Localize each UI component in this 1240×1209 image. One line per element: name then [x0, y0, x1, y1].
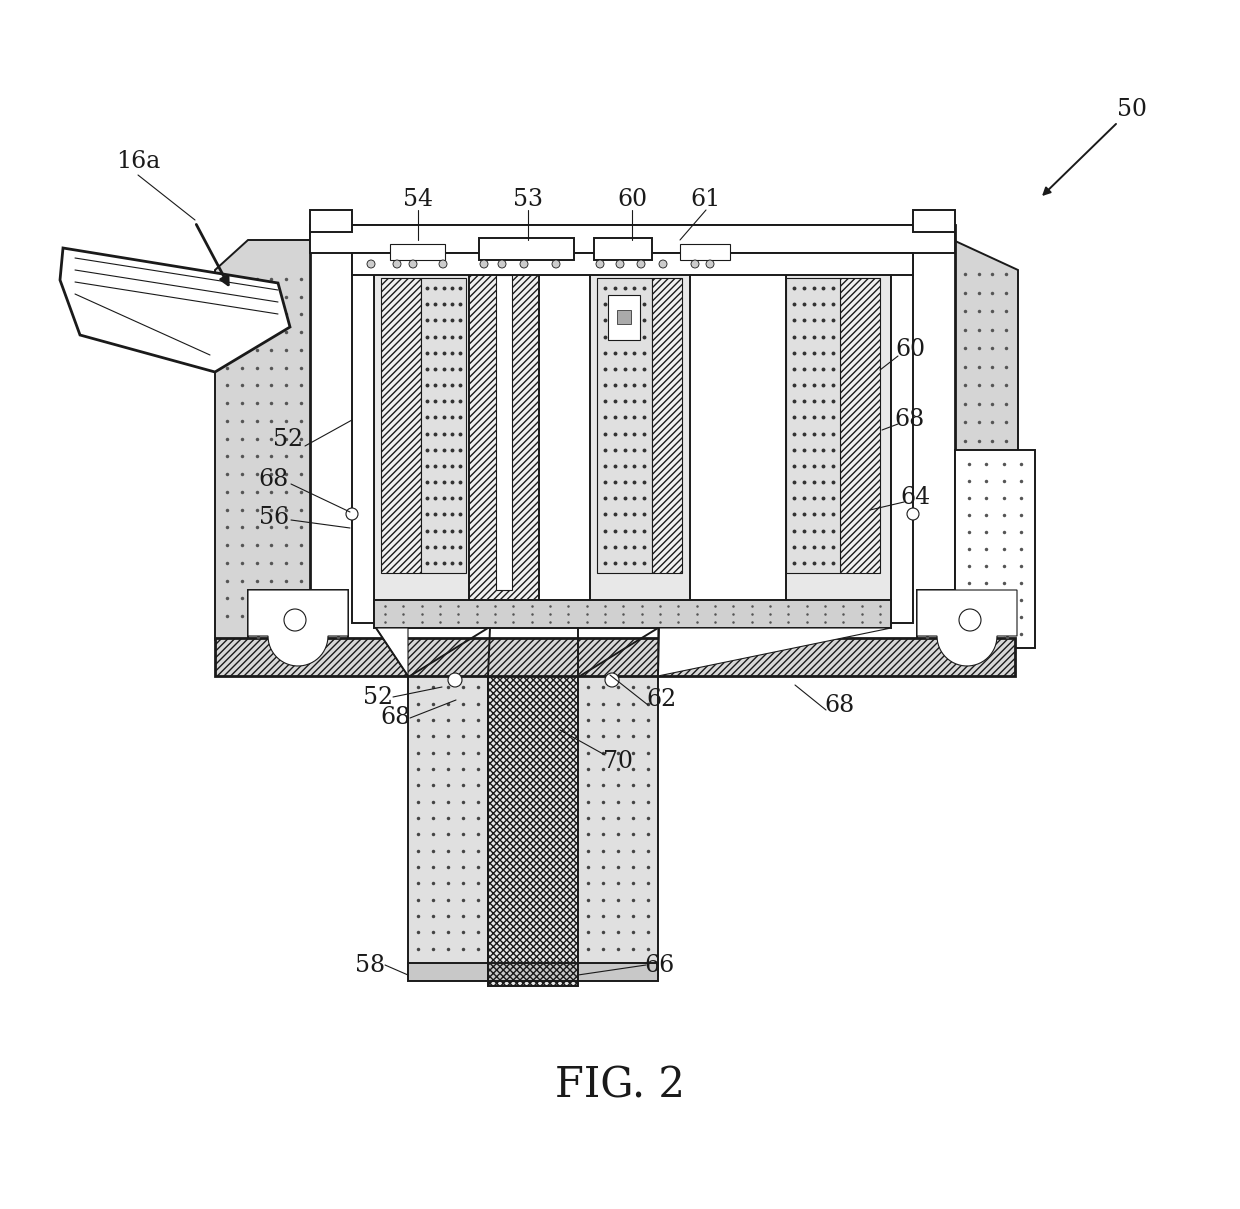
Bar — [618, 310, 631, 324]
Circle shape — [616, 260, 624, 268]
Bar — [352, 253, 913, 274]
Bar — [381, 278, 422, 573]
Polygon shape — [658, 627, 892, 676]
Bar — [374, 264, 479, 608]
Circle shape — [393, 260, 401, 268]
Bar — [892, 253, 913, 623]
Bar — [839, 278, 880, 573]
Circle shape — [552, 260, 560, 268]
Polygon shape — [60, 248, 290, 372]
Circle shape — [520, 260, 528, 268]
Text: 16a: 16a — [115, 150, 160, 174]
Bar — [680, 244, 730, 260]
Circle shape — [605, 673, 619, 687]
Text: 61: 61 — [691, 189, 722, 212]
Text: 54: 54 — [403, 189, 433, 212]
Bar — [578, 964, 658, 980]
Text: 58: 58 — [355, 954, 386, 977]
Bar — [215, 638, 1016, 676]
Bar — [408, 676, 489, 976]
Text: 52: 52 — [363, 687, 393, 710]
Text: 64: 64 — [901, 486, 931, 509]
Circle shape — [367, 260, 374, 268]
Circle shape — [596, 260, 604, 268]
Bar — [408, 964, 489, 980]
Circle shape — [906, 508, 919, 520]
Text: 66: 66 — [645, 954, 675, 977]
Circle shape — [959, 609, 981, 631]
Bar — [652, 278, 682, 573]
Circle shape — [409, 260, 417, 268]
Text: 52: 52 — [273, 428, 303, 451]
Text: 70: 70 — [603, 751, 632, 774]
Bar — [496, 274, 512, 590]
Text: 53: 53 — [513, 189, 543, 212]
Polygon shape — [954, 241, 1018, 670]
Polygon shape — [918, 590, 1017, 666]
Text: 68: 68 — [895, 409, 925, 432]
Bar — [391, 244, 445, 260]
Text: 68: 68 — [825, 694, 856, 717]
Text: 60: 60 — [618, 189, 647, 212]
Bar — [596, 278, 652, 573]
Circle shape — [480, 260, 489, 268]
Bar — [479, 238, 574, 260]
Circle shape — [691, 260, 699, 268]
Text: 60: 60 — [895, 339, 925, 361]
Bar — [918, 590, 1017, 644]
Bar — [955, 450, 1035, 648]
Bar — [310, 225, 955, 253]
Circle shape — [637, 260, 645, 268]
Bar — [590, 264, 689, 608]
Circle shape — [284, 609, 306, 631]
Bar — [489, 964, 578, 980]
Polygon shape — [376, 627, 408, 676]
Bar — [608, 295, 640, 340]
Bar — [374, 600, 892, 627]
Polygon shape — [215, 241, 312, 670]
Bar — [578, 676, 658, 976]
Circle shape — [498, 260, 506, 268]
Text: 68: 68 — [379, 706, 410, 729]
Bar — [248, 590, 348, 644]
Bar — [310, 210, 352, 232]
Circle shape — [448, 673, 463, 687]
Text: 50: 50 — [1117, 98, 1147, 121]
Bar — [352, 253, 374, 623]
Text: 68: 68 — [259, 469, 289, 492]
Circle shape — [706, 260, 714, 268]
Circle shape — [439, 260, 446, 268]
Bar — [594, 238, 652, 260]
Bar — [422, 278, 466, 573]
Bar — [469, 264, 539, 623]
Bar — [310, 225, 955, 665]
Polygon shape — [248, 590, 348, 666]
Bar — [913, 210, 955, 232]
Text: 56: 56 — [259, 507, 289, 530]
Bar — [489, 676, 578, 987]
Text: FIG. 2: FIG. 2 — [556, 1064, 684, 1106]
Bar — [786, 278, 839, 573]
Bar — [786, 264, 892, 608]
Circle shape — [658, 260, 667, 268]
Text: 62: 62 — [647, 688, 677, 712]
Circle shape — [346, 508, 358, 520]
